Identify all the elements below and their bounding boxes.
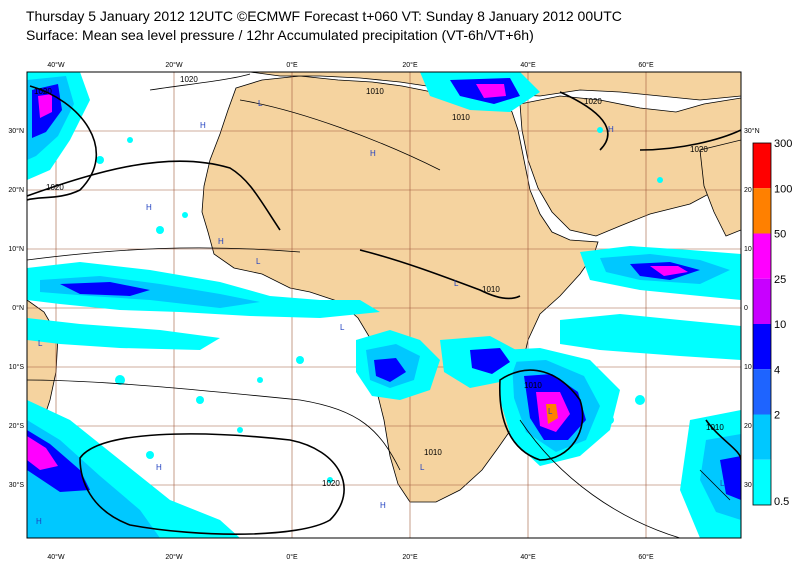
legend-swatch xyxy=(753,233,771,279)
isobar-label: 1020 xyxy=(34,87,52,96)
low-centre: L xyxy=(720,479,725,488)
lat-tick: 20 xyxy=(744,187,752,194)
high-centre: H xyxy=(370,149,376,158)
low-centre: L xyxy=(420,463,425,472)
lat-tick: 10 xyxy=(744,246,752,253)
high-centre: H xyxy=(36,517,42,526)
lat-tick: 20°S xyxy=(9,422,25,430)
isobar-label: 1020 xyxy=(46,183,64,192)
lat-tick: 10°N xyxy=(8,245,24,253)
lon-tick: 40°W xyxy=(47,553,65,561)
precip-legend: 300 100 50 25 10 4 2 0.5 xyxy=(752,138,792,508)
legend-label: 50 xyxy=(774,229,786,241)
lon-tick: 60°E xyxy=(638,61,654,69)
high-centre: H xyxy=(380,501,386,510)
lon-tick: 0°E xyxy=(286,61,298,69)
lat-axis-left: 30°N 20°N 10°N 0°N 10°S 20°S 30°S xyxy=(8,127,24,489)
legend-label: 0.5 xyxy=(774,496,789,508)
low-centre: L xyxy=(258,99,263,108)
map-title: Thursday 5 January 2012 12UTC ©ECMWF For… xyxy=(26,8,622,24)
low-centre: L xyxy=(340,323,345,332)
isobar-label: 1010 xyxy=(366,87,384,96)
legend-label: 2 xyxy=(774,410,780,422)
lon-axis-top: 40°W 20°W 0°E 20°E 40°E 60°E xyxy=(47,61,654,69)
high-centre: H xyxy=(218,237,224,246)
lon-tick: 60°E xyxy=(638,553,654,561)
isobar-label: 1020 xyxy=(584,97,602,106)
legend-label: 10 xyxy=(774,319,786,331)
lat-tick: 30°S xyxy=(9,481,25,489)
lon-axis-bottom: 40°W 20°W 0°E 20°E 40°E 60°E xyxy=(47,553,654,561)
isobar-label: 1010 xyxy=(524,381,542,390)
lat-axis-right: 30°N 20 10 0 10 20 30 xyxy=(744,127,760,489)
isobar-label: 1010 xyxy=(482,285,500,294)
legend-swatch xyxy=(753,278,771,324)
lat-tick: 10 xyxy=(744,364,752,371)
precipitation-field xyxy=(27,72,741,538)
lon-tick: 20°W xyxy=(165,61,183,69)
isobar-label: 1020 xyxy=(690,145,708,154)
low-centre: L xyxy=(548,407,553,416)
pressure-centres: H H H H L L L L L L L H H L H H xyxy=(36,99,725,526)
lat-tick: 0 xyxy=(744,305,748,312)
legend-label: 25 xyxy=(774,274,786,286)
legend-swatch xyxy=(753,188,771,234)
high-centre: H xyxy=(146,203,152,212)
legend-swatch xyxy=(753,369,771,415)
legend-label: 100 xyxy=(774,183,792,195)
lat-tick: 30°N xyxy=(744,127,760,135)
legend-label: 4 xyxy=(774,364,780,376)
legend-swatch xyxy=(753,459,771,505)
isobar-label: 1020 xyxy=(322,479,340,488)
isobars xyxy=(27,73,741,538)
lat-tick: 20 xyxy=(744,423,752,430)
legend-frame xyxy=(752,142,772,506)
map-frame xyxy=(26,71,742,539)
map-subtitle: Surface: Mean sea level pressure / 12hr … xyxy=(26,27,534,43)
lon-tick: 40°E xyxy=(520,61,536,69)
lat-tick: 10°S xyxy=(9,363,25,371)
lon-tick: 0°E xyxy=(286,553,298,561)
legend-swatch xyxy=(753,414,771,460)
high-centre: H xyxy=(156,463,162,472)
lat-tick: 20°N xyxy=(8,186,24,194)
lat-tick: 30°N xyxy=(8,127,24,135)
lon-tick: 20°E xyxy=(402,61,418,69)
low-centre: L xyxy=(454,279,459,288)
isobar-label: 1010 xyxy=(706,423,724,432)
isobar-label: 1020 xyxy=(180,75,198,84)
lon-tick: 40°W xyxy=(47,61,65,69)
legend-swatch xyxy=(753,143,771,189)
lon-tick: 20°W xyxy=(165,553,183,561)
isobar-label: 1010 xyxy=(452,113,470,122)
legend-swatch xyxy=(753,324,771,370)
lon-tick: 20°E xyxy=(402,553,418,561)
lat-tick: 30 xyxy=(744,482,752,489)
india-landmass xyxy=(699,139,741,237)
low-centre: L xyxy=(38,339,43,348)
high-centre: H xyxy=(200,121,206,130)
low-centre: L xyxy=(256,257,261,266)
lon-tick: 40°E xyxy=(520,553,536,561)
isobar-label: 1010 xyxy=(424,448,442,457)
high-centre: H xyxy=(608,125,614,134)
lat-tick: 0°N xyxy=(12,304,24,312)
legend-label: 300 xyxy=(774,138,792,150)
isobar-labels: 1020 1020 1010 1020 1020 1010 1010 1010 … xyxy=(34,75,724,488)
